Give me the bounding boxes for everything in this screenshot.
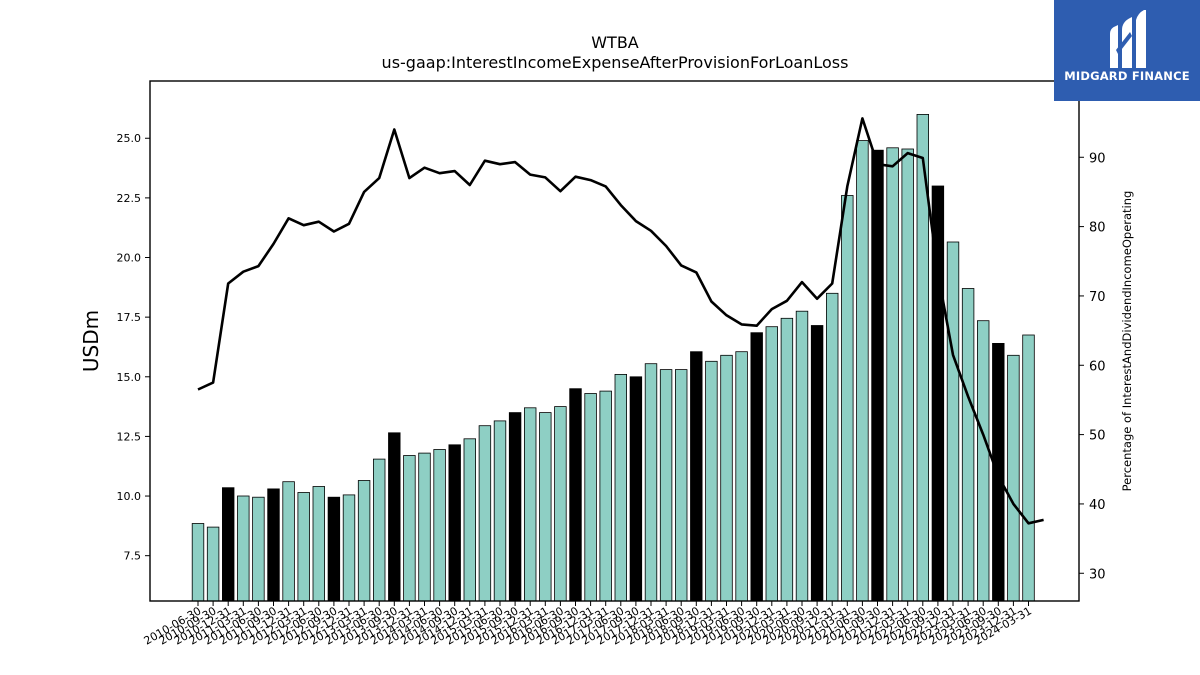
bar (992, 342, 1005, 602)
bar (1007, 354, 1020, 602)
y-right-tick-label: 50 (1089, 429, 1106, 444)
bar (871, 149, 884, 602)
bar (206, 526, 220, 602)
bar (659, 369, 673, 602)
bar (961, 288, 975, 602)
bar (388, 432, 401, 602)
bar (524, 407, 537, 602)
y-left-tick-label: 15.0 (117, 371, 142, 384)
bar (297, 492, 310, 602)
y-left-tick-label: 12.5 (117, 430, 142, 443)
bar (584, 393, 597, 602)
bar (433, 449, 446, 602)
bar (735, 351, 748, 602)
y-right-tick-label: 60 (1089, 359, 1106, 374)
bar (810, 325, 824, 602)
bar (977, 320, 990, 602)
plot-area: 7.5 10.0 12.5 15.0 17.5 20.0 22.5 25.0 30 40 50 60 7… (117, 80, 1106, 648)
plot-frame (149, 80, 1080, 602)
y-right-tick-label: 30 (1089, 567, 1106, 582)
bar (342, 494, 356, 602)
bar (765, 326, 779, 602)
bar (614, 373, 628, 602)
y-right-tick-label: 90 (1089, 151, 1106, 166)
bar (1022, 334, 1035, 602)
line-series (197, 117, 1044, 525)
bar (554, 406, 567, 602)
bar (856, 140, 869, 602)
bar (493, 420, 507, 602)
bar (705, 360, 718, 602)
bar (312, 486, 326, 602)
bar (629, 376, 643, 602)
y-right-tick-label: 70 (1089, 290, 1106, 305)
bar (267, 488, 280, 602)
bar (357, 480, 371, 602)
y-axis-right-label: Percentage of InterestAndDividendIncomeO… (1120, 191, 1134, 492)
bar (886, 147, 899, 602)
chart-title: WTBA (591, 33, 639, 52)
midgard-logo-icon (1110, 10, 1146, 68)
bar (599, 390, 612, 602)
bar (252, 496, 265, 602)
y-left-tick-label: 7.5 (124, 550, 142, 563)
bar (372, 458, 386, 602)
chart-subtitle: us-gaap:InterestIncomeExpenseAfterProvis… (382, 53, 849, 72)
bar (675, 369, 688, 602)
bar (448, 444, 461, 602)
bar (841, 195, 854, 602)
y-axis-left-label: USDm (79, 310, 103, 372)
bar (901, 148, 914, 602)
bar (237, 495, 250, 602)
bar (569, 388, 582, 602)
y-left-tick-label: 17.5 (117, 311, 142, 324)
brand-logo: MIDGARD FINANCE (1054, 0, 1200, 101)
y-left-tick-label: 22.5 (117, 192, 142, 205)
bar (780, 317, 794, 602)
bar (826, 292, 839, 602)
bar (946, 241, 960, 602)
y-right-tick-label: 80 (1089, 221, 1106, 236)
bar (327, 496, 341, 602)
bar (750, 332, 763, 602)
bar (221, 487, 235, 602)
y-left-tick-label: 25.0 (117, 132, 142, 145)
bar (478, 425, 492, 602)
bar (690, 351, 703, 602)
brand-name: MIDGARD FINANCE (1064, 69, 1190, 83)
bar (508, 412, 522, 602)
bar (539, 412, 552, 602)
bar (191, 523, 205, 602)
y-left-tick-label: 10.0 (117, 490, 142, 503)
bar (403, 455, 416, 602)
bar (644, 363, 658, 602)
bar (720, 354, 733, 602)
bar (282, 481, 295, 602)
bar (418, 452, 431, 602)
y-left-tick-label: 20.0 (117, 252, 142, 265)
bar (795, 310, 809, 602)
bar (463, 438, 477, 602)
y-right-tick-label: 40 (1089, 498, 1106, 513)
